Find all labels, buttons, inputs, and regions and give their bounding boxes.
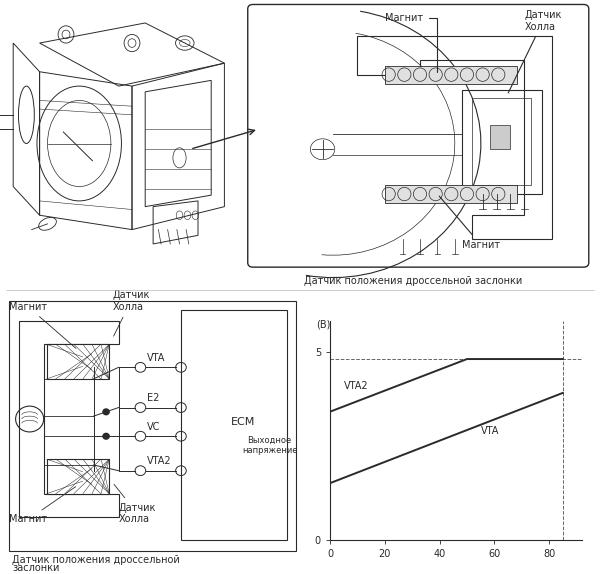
Circle shape [103, 409, 109, 414]
Polygon shape [47, 459, 109, 494]
Text: Выходное
напряжение: Выходное напряжение [242, 436, 298, 455]
Text: VTA: VTA [146, 353, 165, 363]
Polygon shape [385, 185, 517, 203]
Polygon shape [385, 65, 517, 84]
Text: VTA: VTA [481, 426, 499, 436]
Text: Магнит: Магнит [385, 13, 437, 72]
Text: VC: VC [146, 422, 160, 432]
Text: заслонки: заслонки [13, 563, 60, 573]
Circle shape [103, 433, 109, 439]
Text: VTA2: VTA2 [146, 456, 171, 466]
Text: (B): (B) [316, 319, 331, 329]
Text: E2: E2 [146, 393, 159, 403]
Text: Датчик положения дроссельной заслонки: Датчик положения дроссельной заслонки [304, 276, 522, 286]
Text: Датчик положения дроссельной: Датчик положения дроссельной [13, 554, 180, 565]
Text: Датчик
Холла: Датчик Холла [508, 10, 562, 93]
Text: Магнит: Магнит [439, 196, 500, 250]
Text: VTA2: VTA2 [344, 381, 368, 391]
Text: ECM: ECM [231, 417, 256, 426]
Text: Датчик
Холла: Датчик Холла [112, 290, 149, 336]
Polygon shape [47, 344, 109, 379]
Text: Магнит: Магнит [10, 302, 76, 348]
Text: Датчик
Холла: Датчик Холла [114, 484, 156, 524]
Polygon shape [490, 125, 511, 149]
Text: Магнит: Магнит [10, 487, 76, 524]
